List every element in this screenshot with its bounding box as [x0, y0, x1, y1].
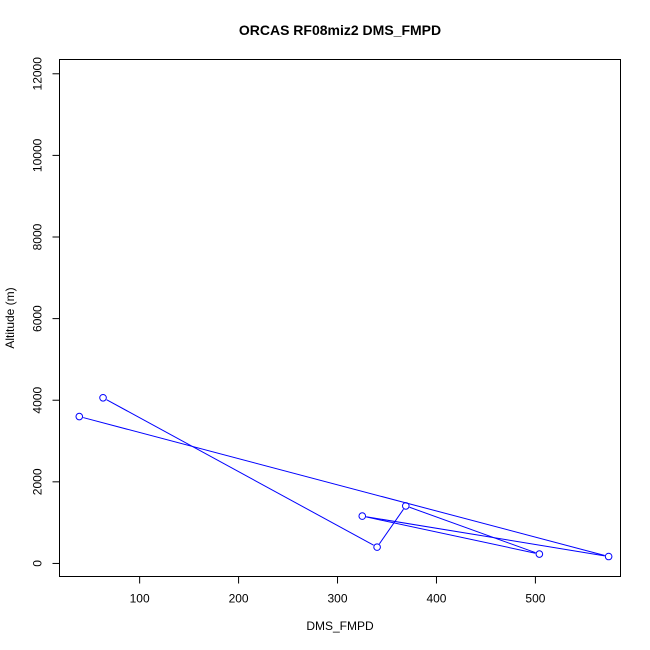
chart-title: ORCAS RF08miz2 DMS_FMPD: [239, 22, 441, 38]
x-axis-label: DMS_FMPD: [306, 619, 374, 633]
series-segment: [83, 417, 605, 556]
y-axis: 0 2000 4000 6000 8000 10000 12000: [31, 57, 60, 567]
y-tick-label: 10000: [31, 138, 45, 172]
data-point: [373, 543, 381, 551]
series-segment: [366, 516, 536, 554]
data-point: [535, 550, 544, 558]
x-axis: 100 200 300 400 500: [130, 576, 546, 606]
y-tick-label: 0: [31, 560, 45, 567]
x-tick-label: 400: [426, 592, 446, 606]
y-tick-label: 8000: [31, 223, 45, 250]
x-tick-label: 200: [229, 592, 249, 606]
y-axis-label: Altitude (m): [3, 287, 17, 348]
series-segment: [106, 399, 374, 546]
plot-frame: [59, 59, 621, 577]
y-tick-label: 2000: [31, 468, 45, 495]
y-tick-label: 4000: [31, 387, 45, 414]
y-tick-label: 12000: [31, 57, 45, 91]
data-point: [401, 502, 410, 510]
series-segment: [378, 508, 404, 545]
x-tick-label: 300: [328, 592, 348, 606]
series-layer: [75, 393, 613, 561]
data-point: [99, 393, 107, 402]
x-tick-label: 100: [130, 592, 150, 606]
data-point: [604, 552, 613, 561]
x-tick-label: 500: [525, 592, 545, 606]
y-tick-label: 6000: [31, 305, 45, 332]
series-segment: [409, 506, 536, 554]
data-point: [75, 412, 84, 421]
series-segment: [366, 516, 605, 557]
data-point: [358, 512, 367, 520]
